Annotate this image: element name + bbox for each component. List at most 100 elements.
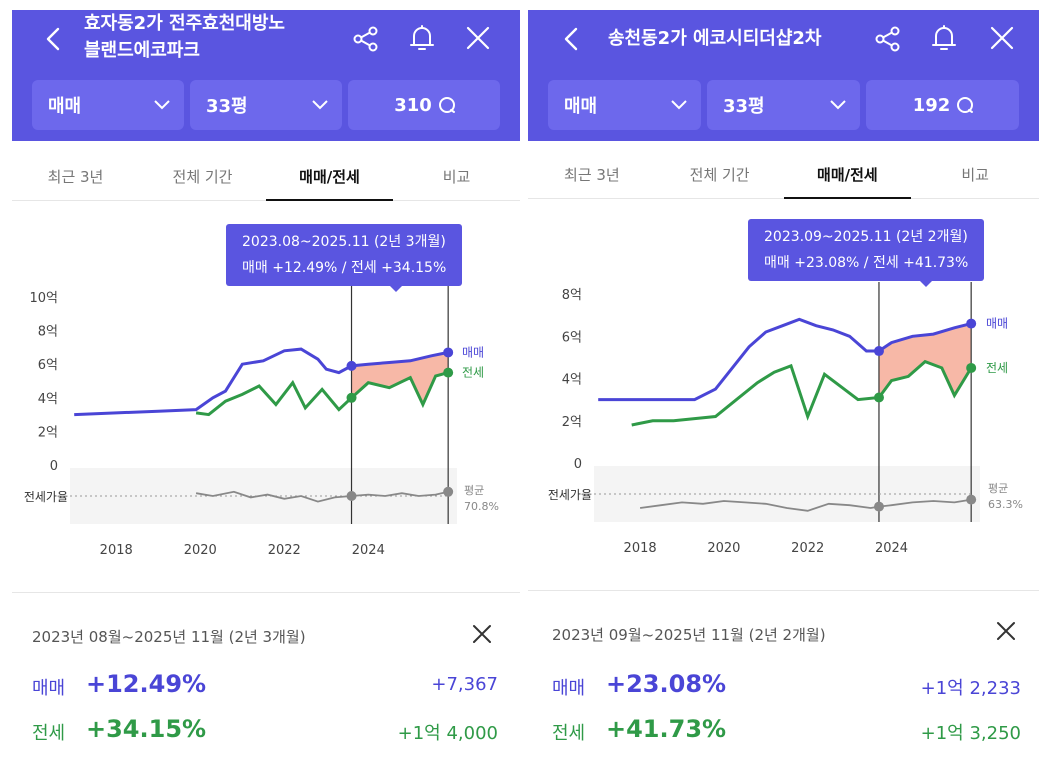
- point-ratio: [873, 501, 884, 512]
- panel-header: 효자동2가 전주효천대방노 블랜드에코파크 매매 33평 310: [12, 10, 520, 141]
- summary-close-button[interactable]: [996, 621, 1016, 645]
- y-tick-label: 8억: [562, 288, 582, 303]
- size-select[interactable]: 33평: [190, 80, 342, 130]
- title-line-1: 송천동2가 에코시티더샵2차: [608, 28, 822, 49]
- close-icon: [990, 26, 1014, 50]
- bell-icon: [932, 25, 956, 50]
- range-tooltip: 2023.08~2025.11 (2년 3개월) 매매 +12.49% / 전세…: [226, 224, 463, 292]
- y-tick-label: 8억: [38, 325, 58, 340]
- series-line-sale: [598, 317, 972, 402]
- back-icon: [46, 27, 60, 51]
- tab-bar: 최근 3년 전체 기간 매매/전세 비교: [528, 152, 1039, 199]
- tab-all-period[interactable]: 전체 기간: [689, 166, 750, 184]
- comment-count: 192: [912, 94, 951, 116]
- x-tick-label: 2022: [268, 543, 301, 558]
- chevron-down-icon: [154, 100, 170, 110]
- tab-all-period[interactable]: 전체 기간: [172, 168, 233, 186]
- y-tick-label: 4억: [38, 392, 58, 407]
- share-button[interactable]: [350, 24, 382, 54]
- summary-range: 2023년 08월~2025년 11월 (2년 3개월): [32, 628, 306, 646]
- size-value: 33평: [723, 96, 765, 117]
- chevron-down-icon: [671, 100, 687, 110]
- share-icon: [875, 26, 900, 52]
- close-button[interactable]: [464, 24, 492, 52]
- point-ratio: [966, 494, 977, 505]
- size-value: 33평: [206, 96, 248, 117]
- summary-sale-label: 매매: [552, 678, 586, 699]
- summary-jeonse-amount: +1억 3,250: [920, 723, 1021, 744]
- chevron-down-icon: [312, 100, 328, 110]
- summary-jeonse-amount: +1억 4,000: [397, 723, 498, 744]
- tab-recent-3y[interactable]: 최근 3년: [47, 168, 104, 186]
- y-tick-label: 2억: [38, 425, 58, 440]
- summary-sale-amount: +7,367: [431, 674, 498, 695]
- point-jeonse: [443, 367, 454, 378]
- tab-compare[interactable]: 비교: [442, 168, 471, 186]
- summary-jeonse-label: 전세: [32, 723, 66, 744]
- ratio-avg-label: 평균: [988, 482, 1008, 495]
- tab-sale-jeonse[interactable]: 매매/전세: [783, 152, 912, 199]
- panel-header: 송천동2가 에코시티더샵2차 매매 33평 192: [528, 10, 1039, 141]
- right-apartment-panel: 송천동2가 에코시티더샵2차 매매 33평 192 최근 3: [528, 0, 1039, 758]
- share-button[interactable]: [872, 24, 904, 54]
- filter-bar: 매매 33평 310: [32, 80, 500, 130]
- summary-sale-pct: +12.49%: [86, 670, 207, 698]
- point-jeonse: [966, 362, 977, 373]
- trade-type-select[interactable]: 매매: [32, 80, 184, 130]
- close-icon: [473, 625, 491, 643]
- page-title: 효자동2가 전주효천대방노 블랜드에코파크: [84, 10, 285, 64]
- series-line-jeonse: [195, 371, 449, 417]
- back-button[interactable]: [40, 26, 66, 52]
- back-icon: [564, 27, 578, 51]
- alarm-button[interactable]: [928, 22, 960, 54]
- tab-compare[interactable]: 비교: [961, 166, 989, 184]
- ratio-label: 전세가율: [24, 490, 68, 504]
- x-tick-label: 2020: [707, 541, 740, 556]
- legend-sale: 매매: [986, 317, 1008, 331]
- chevron-down-icon: [830, 100, 846, 110]
- summary-close-button[interactable]: [472, 624, 492, 648]
- x-tick-label: 2022: [791, 541, 824, 556]
- back-button[interactable]: [558, 26, 584, 52]
- x-tick-label: 2024: [352, 543, 385, 558]
- trade-type-select[interactable]: 매매: [548, 80, 701, 130]
- summary-jeonse-pct: +34.15%: [86, 715, 207, 743]
- summary-sale-label: 매매: [32, 678, 66, 699]
- comment-count-button[interactable]: 192: [866, 80, 1019, 130]
- point-jeonse: [346, 392, 357, 403]
- ratio-label: 전세가율: [548, 488, 592, 502]
- summary-divider: [528, 590, 1039, 591]
- tab-sale-jeonse[interactable]: 매매/전세: [266, 154, 393, 201]
- summary-jeonse-label: 전세: [552, 723, 586, 744]
- point-sale: [873, 346, 884, 357]
- alarm-button[interactable]: [406, 22, 438, 54]
- title-line-1: 효자동2가 전주효천대방노: [84, 13, 285, 34]
- chat-bubble-icon: [957, 97, 974, 113]
- filter-bar: 매매 33평 192: [548, 80, 1019, 130]
- legend-jeonse: 전세: [462, 366, 484, 380]
- comment-count-button[interactable]: 310: [348, 80, 500, 130]
- close-button[interactable]: [988, 24, 1016, 52]
- series-line-sale: [74, 347, 449, 417]
- series-line-jeonse: [631, 359, 973, 427]
- share-icon: [353, 26, 378, 52]
- close-icon: [466, 26, 490, 50]
- y-tick-label: 6억: [38, 358, 58, 373]
- summary-sale-pct: +23.08%: [606, 670, 727, 698]
- summary-sale-amount: +1억 2,233: [920, 678, 1021, 699]
- left-apartment-panel: 효자동2가 전주효천대방노 블랜드에코파크 매매 33평 310: [12, 0, 520, 758]
- point-sale: [346, 360, 357, 371]
- summary-divider: [12, 592, 520, 593]
- trade-type-value: 매매: [564, 96, 598, 117]
- tab-recent-3y[interactable]: 최근 3년: [564, 166, 620, 184]
- ratio-avg-value: 70.8%: [464, 500, 499, 513]
- point-ratio: [346, 491, 357, 501]
- tooltip-change: 매매 +23.08% / 전세 +41.73%: [764, 255, 969, 271]
- summary-jeonse-pct: +41.73%: [606, 715, 727, 743]
- tooltip-range: 2023.08~2025.11 (2년 3개월): [242, 234, 446, 250]
- size-select[interactable]: 33평: [707, 80, 860, 130]
- point-sale: [443, 347, 454, 358]
- x-tick-label: 2018: [100, 543, 133, 558]
